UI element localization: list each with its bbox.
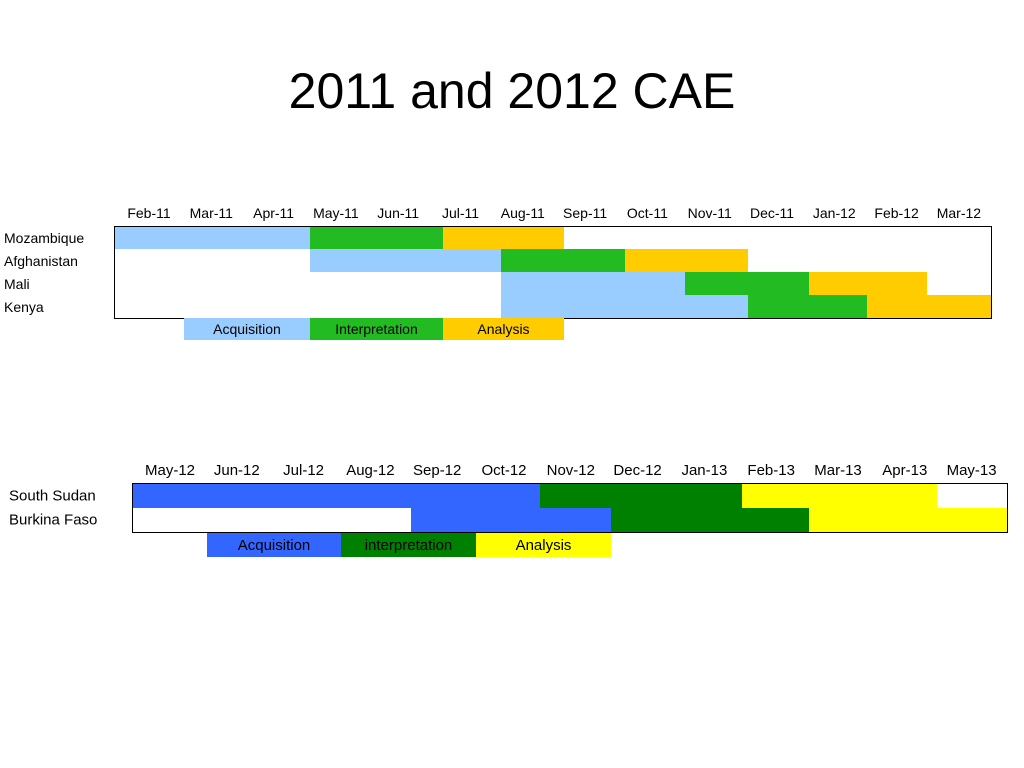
month-label: Jun-12 [213,462,260,479]
month-label: Jan-13 [681,462,728,479]
bar-segment [501,272,685,295]
bar-segment [114,226,310,249]
month-label: Aug-11 [500,205,545,221]
bar-segment [742,484,937,508]
table-frame [132,483,1008,533]
legend-item: Interpretation [310,318,443,340]
bar-segment [611,508,809,532]
bar-segment [685,272,809,295]
month-label: Nov-11 [687,205,732,221]
month-label: Mar-11 [189,205,233,221]
month-label: May-11 [313,205,359,221]
month-label: Feb-11 [127,205,171,221]
month-label: Sep-11 [563,205,608,221]
bar-segment [625,249,748,272]
month-label: Oct-12 [481,462,527,479]
month-label: Apr-11 [253,205,295,221]
month-label: Aug-12 [346,462,395,479]
month-label: Jul-12 [283,462,325,479]
row-label: Kenya [4,298,44,315]
bar-segment [132,484,540,508]
bar-segment [501,249,625,272]
bar-segment [501,295,748,318]
month-label: Feb-13 [747,462,795,479]
month-label: Dec-12 [613,462,662,479]
row-label: South Sudan [9,487,96,505]
legend-item: interpretation [341,533,476,557]
legend-item: Analysis [443,318,564,340]
bar-segment [411,508,611,532]
month-label: Mar-13 [814,462,862,479]
bar-segment [443,226,564,249]
row-label: Afghanistan [4,252,78,269]
bar-segment [809,508,1007,532]
month-label: Oct-11 [626,205,668,221]
month-label: Mar-12 [936,205,982,221]
legend-item: Acquisition [207,533,341,557]
month-label: Apr-13 [882,462,928,479]
legend-item: Acquisition [184,318,310,340]
month-label: Jan-12 [812,205,856,221]
legend-item: Analysis [476,533,611,557]
row-label: Burkina Faso [9,511,98,529]
bar-segment [310,226,443,249]
month-label: Sep-12 [413,462,462,479]
bar-segment [867,295,991,318]
month-label: Nov-12 [546,462,595,479]
month-label: May-13 [946,462,997,479]
bar-segment [540,484,742,508]
month-label: Dec-11 [749,205,795,221]
bar-segment [748,295,867,318]
row-label: Mozambique [4,229,85,246]
month-label: Jul-11 [441,205,480,221]
table-frame [114,226,992,319]
month-label: Jun-11 [377,205,420,221]
slide-title: 2011 and 2012 CAE [288,63,736,119]
bar-segment [310,249,501,272]
bar-segment [809,272,927,295]
month-label: May-12 [144,462,196,479]
row-label: Mali [4,275,30,292]
month-label: Feb-12 [874,205,919,221]
